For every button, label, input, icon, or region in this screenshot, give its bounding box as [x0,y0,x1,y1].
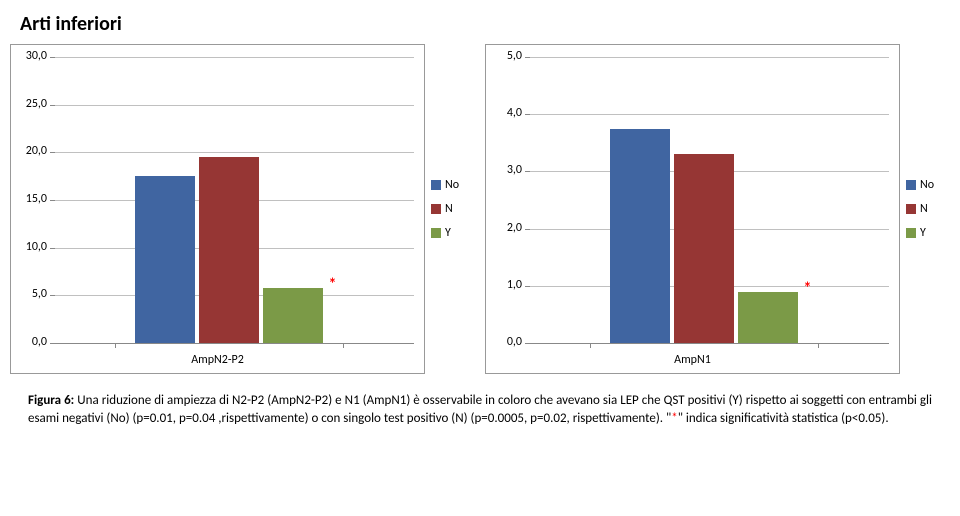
legend-item: N [906,202,950,216]
legend-label: Y [445,226,451,240]
caption-label: Figura 6: [28,393,74,408]
charts-row: *0,05,010,015,020,025,030,0AmpN2-P2 NoNY… [0,44,960,374]
grid-line [55,152,414,153]
legend-right: No NY [900,44,950,374]
chart-right-wrap: * 0,0 1,0 2,0 3,0 4,0 5,0 AmpN1 No NY [485,44,950,374]
y-tick-label: 0,0 [486,335,522,349]
grid-line [530,57,889,58]
x-category-label: AmpN1 [486,353,899,367]
chart-left: * 0,0 5,0 10,0 15,0 20,0 25,0 30,0 AmpN2-P2 [10,44,425,374]
y-tick-label: 3,0 [486,163,522,177]
legend-item: Y [431,226,475,240]
y-tick-mark [50,248,55,249]
y-tick-label: 2,0 [486,221,522,235]
bar [610,129,670,344]
x-tick-mark [115,343,116,348]
bar [674,154,734,343]
y-tick-label: 5,0 [486,49,522,63]
y-tick-mark [50,105,55,106]
y-tick-mark [525,114,530,115]
y-tick-mark [525,229,530,230]
bar [199,157,259,343]
legend-swatch [431,228,441,238]
y-tick-label: 20,0 [11,144,47,158]
bar [135,176,195,343]
grid-line [530,114,889,115]
chart-right: * 0,0 1,0 2,0 3,0 4,0 5,0 AmpN1 [485,44,900,374]
grid-line [530,343,889,344]
y-tick-mark [50,57,55,58]
chart-left-wrap: * 0,0 5,0 10,0 15,0 20,0 25,0 30,0 AmpN2-P2 No NY [10,44,475,374]
significance-asterisk: * [329,275,337,294]
legend-left: No NY [425,44,475,374]
caption-text-b: " indica significatività statistica (p<0… [678,411,889,426]
x-category-label: AmpN2-P2 [11,353,424,367]
plot-area: * [55,57,414,343]
y-tick-label: 1,0 [486,278,522,292]
y-tick-label: 5,0 [11,287,47,301]
legend-label: N [445,202,453,216]
y-tick-mark [50,200,55,201]
y-tick-mark [525,343,530,344]
bar [738,292,798,343]
y-tick-label: 25,0 [11,97,47,111]
legend-swatch [431,204,441,214]
legend-swatch [906,180,916,190]
legend-item: Y [906,226,950,240]
y-tick-mark [50,295,55,296]
bar [263,288,323,343]
x-tick-mark [818,343,819,348]
x-tick-mark [590,343,591,348]
legend-label: No [920,178,934,192]
legend-item: No [906,178,950,192]
x-tick-mark [343,343,344,348]
y-tick-label: 4,0 [486,106,522,120]
page-title: Arti inferiori [0,0,960,44]
significance-asterisk: * [804,279,812,298]
y-tick-mark [50,152,55,153]
grid-line [55,343,414,344]
y-tick-mark [525,286,530,287]
y-tick-label: 15,0 [11,192,47,206]
figure-caption: Figura 6: Una riduzione di ampiezza di N… [0,374,960,427]
grid-line [55,105,414,106]
legend-swatch [906,204,916,214]
legend-item: No [431,178,475,192]
legend-item: N [431,202,475,216]
y-tick-label: 30,0 [11,49,47,63]
legend-swatch [906,228,916,238]
grid-line [55,57,414,58]
y-tick-mark [50,343,55,344]
legend-label: Y [920,226,926,240]
y-tick-label: 10,0 [11,240,47,254]
legend-label: N [920,202,928,216]
plot-area: * [530,57,889,343]
legend-swatch [431,180,441,190]
y-tick-mark [525,171,530,172]
legend-label: No [445,178,459,192]
y-tick-mark [525,57,530,58]
y-tick-label: 0,0 [11,335,47,349]
